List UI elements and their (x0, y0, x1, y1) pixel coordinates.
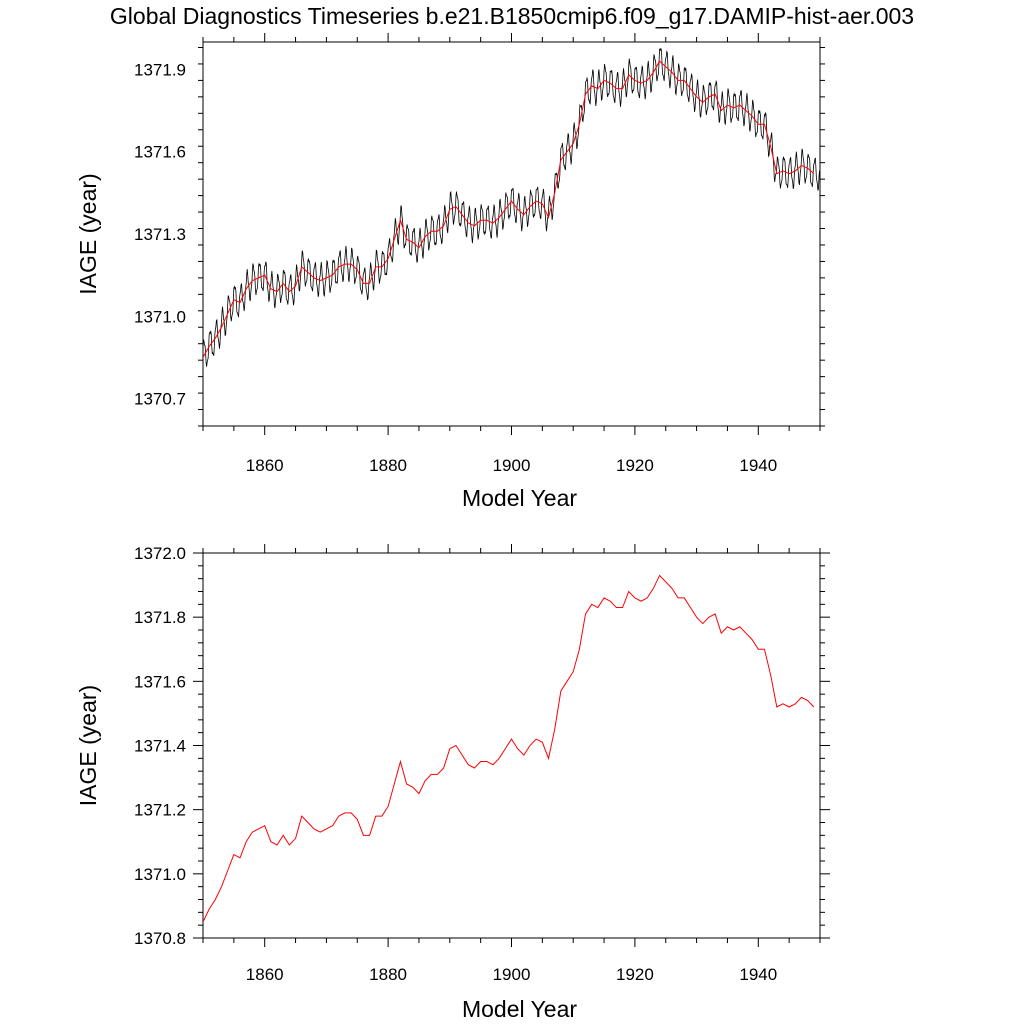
bottom-panel: 1860 1880 1900 1920 1940 1370.8 1371.0 1371.2 13… (75, 544, 830, 1022)
y-tick-label: 1371.4 (134, 737, 186, 756)
plot-area (203, 574, 815, 923)
x-tick-label: 1920 (616, 456, 654, 475)
x-tick-label: 1940 (739, 456, 777, 475)
y-tick-label: 1370.8 (134, 929, 186, 948)
x-axis-label: Model Year (462, 996, 577, 1022)
y-axis-label: IAGE (year) (75, 685, 101, 806)
y-tick-label: 1371.8 (134, 608, 186, 627)
y-tick-label: 1371.6 (134, 143, 186, 162)
x-axis-label: Model Year (462, 485, 577, 511)
series-line-annual (203, 574, 815, 923)
plot-area (203, 47, 820, 367)
y-tick-label: 1371.3 (134, 225, 186, 244)
y-tick-label: 1371.0 (134, 865, 186, 884)
series-line-annual (203, 60, 815, 358)
top-panel: 1860 1880 1900 1920 1940 1370.7 1371.0 1371.3 13… (75, 33, 825, 511)
y-tick-label: 1371.0 (134, 307, 186, 326)
x-tick-label: 1900 (493, 456, 531, 475)
y-axis-label: IAGE (year) (75, 173, 101, 294)
series-line-monthly (203, 47, 820, 367)
y-tick-label: 1371.2 (134, 801, 186, 820)
x-tick-label: 1860 (246, 456, 284, 475)
plot-frame (202, 552, 821, 939)
y-tick-label: 1370.7 (134, 390, 186, 409)
y-tick-label: 1371.6 (134, 672, 186, 691)
x-tick-label: 1880 (369, 965, 407, 984)
x-tick-label: 1880 (369, 456, 407, 475)
y-tick-label: 1372.0 (134, 544, 186, 563)
x-tick-label: 1900 (493, 965, 531, 984)
figure-title: Global Diagnostics Timeseries b.e21.B185… (110, 3, 914, 29)
x-tick-label: 1920 (616, 965, 654, 984)
y-tick-label: 1371.9 (134, 60, 186, 79)
x-tick-label: 1860 (246, 965, 284, 984)
x-tick-label: 1940 (739, 965, 777, 984)
